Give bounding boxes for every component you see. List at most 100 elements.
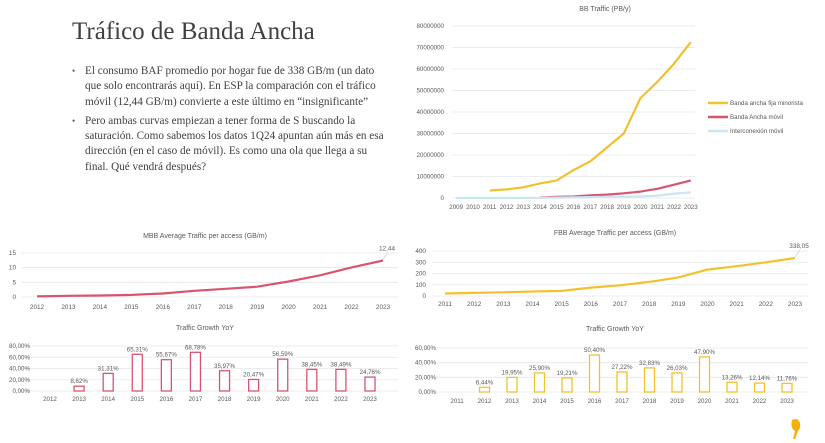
- x-tick-label: 2019: [617, 204, 631, 211]
- chart-title: BB Traffic (PB/y): [579, 6, 631, 13]
- chart-title: FBB Average Traffic per access (GB/m): [554, 230, 676, 237]
- bar: [277, 358, 289, 392]
- data-label: 38,45%: [301, 361, 322, 368]
- x-tick-label: 2022: [344, 304, 359, 311]
- x-tick-label: 2019: [670, 398, 684, 405]
- x-tick-label: 2019: [250, 304, 265, 311]
- x-tick-label: 2017: [615, 398, 629, 405]
- x-tick-label: 2015: [555, 301, 570, 308]
- y-tick-label: 0,00%: [12, 388, 30, 395]
- bullet-item: Pero ambas curvas empiezan a tener forma…: [72, 114, 392, 175]
- data-label: 47,90%: [694, 349, 715, 356]
- bar: [506, 376, 518, 393]
- x-tick-label: 2012: [43, 396, 57, 403]
- y-tick-label: 400: [415, 248, 426, 255]
- x-tick-label: 2018: [600, 204, 614, 211]
- y-tick-label: 40000000: [416, 109, 444, 116]
- x-tick-label: 2016: [567, 204, 581, 211]
- x-tick-label: 2014: [101, 396, 115, 403]
- bar: [588, 354, 601, 393]
- x-tick-label: 2012: [30, 304, 45, 311]
- data-label: 338,05: [789, 243, 809, 250]
- x-tick-label: 2021: [305, 396, 319, 403]
- x-tick-label: 2023: [363, 396, 377, 403]
- x-tick-label: 2020: [698, 398, 712, 405]
- x-tick-label: 2022: [759, 301, 774, 308]
- data-label: 50,40%: [584, 347, 605, 354]
- data-label: 26,03%: [667, 365, 688, 372]
- x-tick-label: 2018: [642, 301, 657, 308]
- y-tick-label: 10: [9, 265, 17, 272]
- y-tick-label: 200: [415, 271, 426, 278]
- bar: [247, 378, 260, 392]
- x-tick-label: 2021: [730, 301, 745, 308]
- data-label: 12,44: [379, 246, 395, 253]
- series-line: [36, 259, 384, 298]
- bar: [671, 372, 683, 393]
- data-label: 68,78%: [185, 344, 206, 351]
- y-tick-label: 10000000: [416, 174, 444, 181]
- x-tick-label: 2014: [533, 398, 547, 405]
- y-tick-label: 60000000: [416, 66, 444, 73]
- x-tick-label: 2023: [684, 204, 698, 211]
- x-tick-label: 2010: [466, 204, 480, 211]
- legend-label: Banda ancha fija minorista: [730, 100, 803, 107]
- bar: [643, 367, 656, 393]
- x-tick-label: 2018: [219, 304, 234, 311]
- x-tick-label: 2020: [700, 301, 715, 308]
- data-label: 20,47%: [243, 371, 264, 378]
- y-tick-label: 20000000: [416, 152, 444, 159]
- data-label: 56,59%: [272, 351, 293, 358]
- data-label: 11,76%: [777, 375, 798, 382]
- data-label: 35,97%: [214, 363, 235, 370]
- y-tick-label: 70000000: [416, 45, 444, 52]
- x-tick-label: 2020: [276, 396, 290, 403]
- x-tick-label: 2014: [525, 301, 540, 308]
- x-tick-label: 2020: [282, 304, 297, 311]
- bullet-item: El consumo BAF promedio por hogar fue de…: [72, 64, 392, 110]
- bar: [335, 368, 347, 392]
- x-tick-label: 2023: [376, 304, 391, 311]
- data-label: 27,22%: [612, 364, 633, 371]
- y-tick-label: 0: [422, 293, 426, 300]
- bar: [781, 382, 793, 393]
- x-tick-label: 2014: [533, 204, 547, 211]
- x-tick-label: 2015: [550, 204, 564, 211]
- bar: [616, 371, 628, 393]
- bar: [478, 386, 491, 393]
- x-tick-label: 2012: [500, 204, 514, 211]
- x-tick-label: 2016: [588, 398, 602, 405]
- y-tick-label: 60,00%: [415, 345, 436, 352]
- y-tick-label: 0: [441, 195, 445, 202]
- x-tick-label: 2019: [671, 301, 686, 308]
- x-tick-label: 2011: [483, 204, 497, 211]
- bar: [726, 381, 738, 393]
- x-tick-label: 2013: [61, 304, 76, 311]
- data-label: 8,62%: [70, 378, 88, 385]
- y-tick-label: 100: [415, 282, 426, 289]
- data-label: 38,49%: [330, 361, 351, 368]
- data-label: 31,31%: [98, 365, 119, 372]
- x-tick-label: 2015: [560, 398, 574, 405]
- x-tick-label: 2013: [72, 396, 86, 403]
- x-tick-label: 2018: [643, 398, 657, 405]
- legend-label: Banda Ancha móvil: [730, 114, 783, 121]
- x-tick-label: 2011: [450, 398, 464, 405]
- x-tick-label: 2023: [788, 301, 803, 308]
- x-tick-label: 2011: [438, 301, 452, 308]
- bar: [561, 377, 573, 393]
- chart-title: MBB Average Traffic per access (GB/m): [143, 233, 267, 240]
- x-tick-label: 2021: [725, 398, 739, 405]
- data-label: 6,44%: [476, 379, 494, 386]
- x-tick-label: 2021: [313, 304, 328, 311]
- x-tick-label: 2015: [130, 396, 144, 403]
- data-label: 13,26%: [722, 374, 743, 381]
- x-tick-label: 2013: [496, 301, 511, 308]
- bar: [160, 359, 173, 392]
- y-tick-label: 300: [415, 259, 426, 266]
- x-tick-label: 2017: [583, 204, 597, 211]
- y-tick-label: 60,00%: [9, 354, 30, 361]
- bar: [753, 382, 766, 393]
- bar: [189, 351, 202, 392]
- x-tick-label: 2016: [156, 304, 171, 311]
